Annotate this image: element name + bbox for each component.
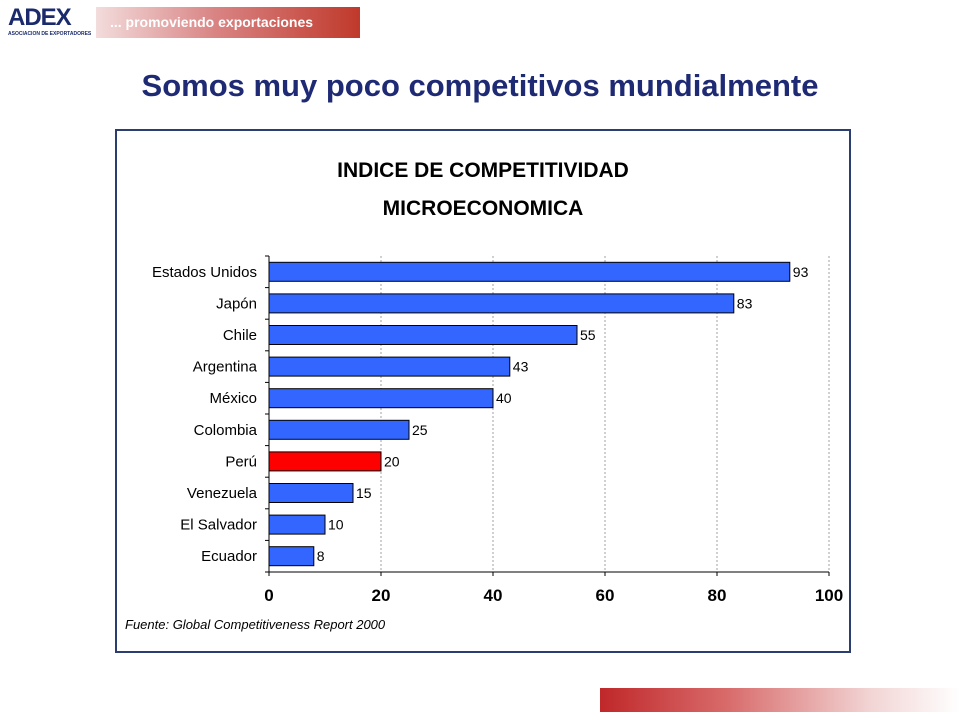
value-label-8: 10 — [328, 517, 344, 533]
adex-logo: ADEX ASOCIACION DE EXPORTADORES — [8, 4, 92, 38]
bar-3 — [268, 356, 511, 377]
chart-title-line2: MICROECONOMICA — [382, 197, 584, 220]
value-label-9: 8 — [317, 548, 325, 564]
bar-5 — [268, 419, 410, 440]
value-label-6: 20 — [384, 453, 400, 469]
category-label-8: El Salvador — [180, 517, 257, 534]
bar-chart: Estados Unidos 93 Japón 83 Chile 55 Argentina 4… — [152, 255, 843, 605]
category-label-9: Ecuador — [201, 548, 257, 565]
x-tick-label-60: 60 — [596, 586, 615, 605]
category-label-0: Estados Unidos — [152, 264, 257, 281]
value-label-7: 15 — [356, 485, 372, 501]
bar-0 — [268, 261, 791, 282]
chart-source: Fuente: Global Competitiveness Report 20… — [125, 617, 386, 632]
chart-title-line1: INDICE DE COMPETITIVIDAD — [337, 159, 629, 182]
bar-7 — [268, 483, 354, 503]
bar-2 — [268, 325, 578, 345]
category-label-1: Japón — [216, 295, 257, 312]
logo-text: ADEX — [8, 4, 72, 31]
x-tick-label-100: 100 — [815, 586, 843, 605]
value-label-0: 93 — [793, 264, 809, 280]
x-tick-label-0: 0 — [264, 586, 273, 605]
category-label-4: México — [209, 390, 257, 407]
chart-frame: INDICE DE COMPETITIVIDAD MICROECONOMICA … — [115, 129, 851, 653]
x-tick-label-80: 80 — [708, 586, 727, 605]
bar-6 — [268, 451, 382, 472]
logo-subtext: ASOCIACION DE EXPORTADORES — [8, 31, 92, 37]
category-label-2: Chile — [223, 327, 257, 344]
bar-9 — [268, 546, 315, 567]
x-tick-label-20: 20 — [372, 586, 391, 605]
tagline-banner: ... promoviendo exportaciones — [96, 7, 360, 38]
value-label-3: 43 — [513, 359, 529, 375]
category-label-6: Perú — [225, 453, 257, 470]
bottom-decor-bar — [600, 688, 960, 712]
bar-4 — [268, 388, 494, 409]
value-label-2: 55 — [580, 327, 596, 343]
value-label-1: 83 — [737, 295, 753, 311]
bar-8 — [268, 514, 326, 535]
bar-1 — [268, 293, 735, 314]
value-label-4: 40 — [496, 390, 512, 406]
category-label-7: Venezuela — [187, 485, 258, 502]
category-label-5: Colombia — [194, 422, 258, 439]
value-label-5: 25 — [412, 422, 428, 438]
x-tick-label-40: 40 — [484, 586, 503, 605]
category-label-3: Argentina — [193, 359, 258, 376]
page-title: Somos muy poco competitivos mundialmente — [141, 68, 819, 103]
